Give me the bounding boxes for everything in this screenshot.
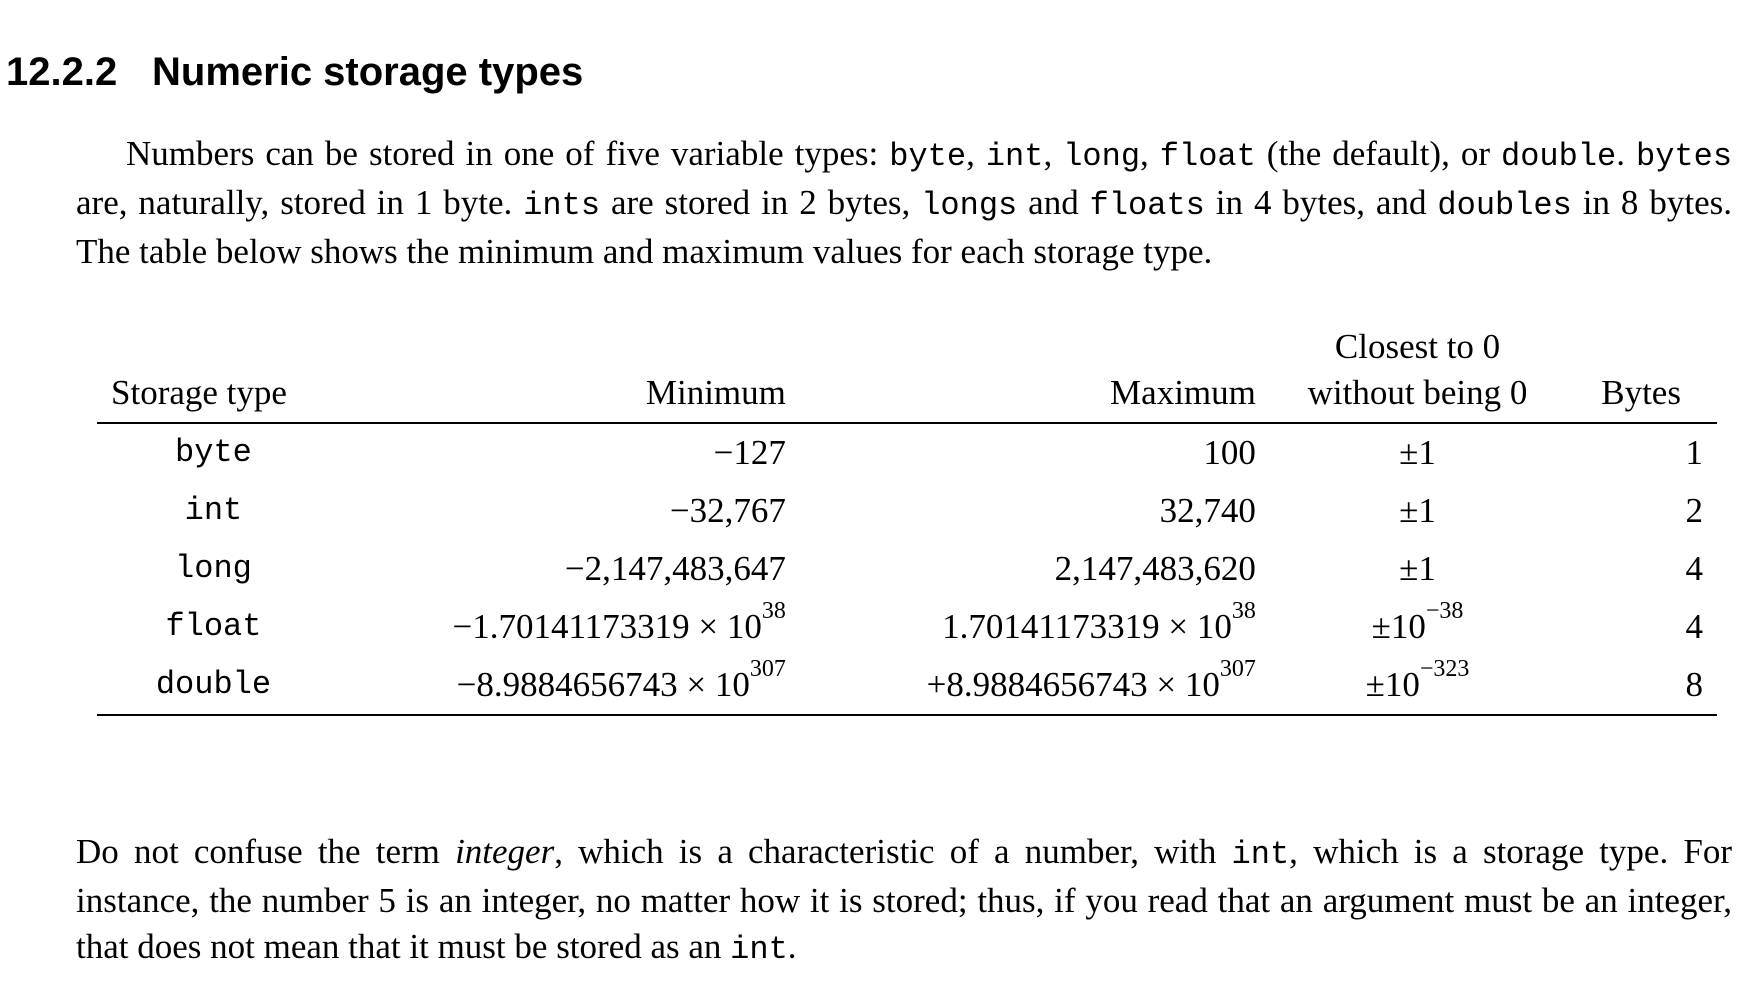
emphasis-integer: integer: [455, 832, 555, 871]
cell-type: int: [184, 492, 243, 529]
table-row: byte −127 100 ±1 1: [97, 423, 1717, 482]
table-header-row: Storage type Minimum Maximum Closest to …: [97, 324, 1717, 423]
cell-type: double: [155, 666, 272, 703]
header-closest-to-zero: Closest to 0 without being 0: [1270, 324, 1565, 423]
storage-types-table-wrap: Storage type Minimum Maximum Closest to …: [97, 324, 1717, 716]
value: 100: [1203, 433, 1256, 472]
code-doubles: doubles: [1437, 187, 1572, 224]
cell-bytes: 1: [1685, 433, 1704, 472]
cell-closest: ±1: [1270, 482, 1565, 540]
text-run: , which is a characteristic of a number,…: [554, 832, 1232, 871]
value: 2,147,483,620: [1054, 549, 1256, 588]
header-closest-line2: without being 0: [1307, 373, 1528, 412]
text-run: .: [1616, 134, 1636, 173]
header-maximum: Maximum: [1110, 373, 1256, 412]
integer-note-paragraph: Do not confuse the term integer, which i…: [76, 829, 1732, 973]
text-run: ,: [966, 134, 986, 173]
value: −8.9884656743 × 10: [456, 665, 750, 704]
exponent: 307: [1219, 656, 1256, 682]
cell-maximum: 100: [800, 423, 1270, 482]
value: ±10: [1371, 607, 1426, 646]
code-int: int: [985, 138, 1044, 175]
header-storage-type: Storage type: [111, 373, 287, 412]
text-run: are stored in 2 bytes,: [600, 183, 922, 222]
code-longs: longs: [921, 187, 1018, 224]
cell-closest: ±10−323: [1270, 656, 1565, 715]
code-int: int: [1231, 836, 1290, 873]
value: +8.9884656743 × 10: [926, 665, 1220, 704]
code-double: double: [1501, 138, 1617, 175]
value: −2,147,483,647: [564, 549, 786, 588]
value: ±1: [1399, 433, 1436, 472]
cell-maximum: 32,740: [800, 482, 1270, 540]
cell-maximum: 1.70141173319 × 1038: [800, 598, 1270, 656]
code-int: int: [730, 931, 788, 968]
cell-closest: ±10−38: [1270, 598, 1565, 656]
text-run: in 4 bytes, and: [1204, 183, 1438, 222]
cell-minimum: −32,767: [330, 482, 800, 540]
exponent: 307: [749, 656, 786, 682]
cell-maximum: 2,147,483,620: [800, 540, 1270, 598]
header-bytes: Bytes: [1601, 373, 1681, 412]
text-run: Numbers can be stored in one of five var…: [126, 134, 890, 173]
code-ints: ints: [523, 187, 601, 224]
table-row: double −8.9884656743 × 10307 +8.98846567…: [97, 656, 1717, 715]
text-run: ,: [1140, 134, 1160, 173]
value: 1.70141173319 × 10: [942, 607, 1232, 646]
text-run: .: [787, 927, 797, 966]
cell-bytes: 2: [1685, 491, 1704, 530]
value: ±10: [1365, 665, 1420, 704]
cell-minimum: −2,147,483,647: [330, 540, 800, 598]
cell-closest: ±1: [1270, 423, 1565, 482]
value: −1.70141173319 × 10: [452, 607, 762, 646]
cell-type: float: [165, 608, 262, 645]
text-run: are, naturally, stored in 1 byte.: [76, 183, 524, 222]
storage-types-table: Storage type Minimum Maximum Closest to …: [97, 324, 1717, 716]
cell-minimum: −8.9884656743 × 10307: [330, 656, 800, 715]
table-row: long −2,147,483,647 2,147,483,620 ±1 4: [97, 540, 1717, 598]
cell-type: byte: [175, 434, 252, 471]
exponent: 38: [1231, 598, 1256, 624]
cell-minimum: −1.70141173319 × 1038: [330, 598, 800, 656]
cell-bytes: 4: [1685, 549, 1704, 588]
cell-type: long: [175, 550, 252, 587]
exponent: −323: [1419, 656, 1470, 682]
code-bytes: bytes: [1636, 138, 1733, 175]
code-float: float: [1159, 138, 1256, 175]
cell-bytes: 8: [1685, 665, 1704, 704]
text-run: in 8 bytes. The table below shows the mi…: [76, 183, 1732, 271]
table-row: int −32,767 32,740 ±1 2: [97, 482, 1717, 540]
code-floats: floats: [1089, 187, 1205, 224]
text-run: ,: [1043, 134, 1064, 173]
text-run: Do not confuse the term: [76, 832, 456, 871]
cell-minimum: −127: [330, 423, 800, 482]
exponent: 38: [761, 598, 786, 624]
value: 32,740: [1159, 491, 1256, 530]
text-run: (the default), or: [1255, 134, 1502, 173]
value: ±1: [1399, 491, 1436, 530]
intro-paragraph: Numbers can be stored in one of five var…: [76, 131, 1732, 275]
header-closest-line1: Closest to 0: [1334, 327, 1501, 366]
cell-closest: ±1: [1270, 540, 1565, 598]
text-run: , which is a storage type. For instance,…: [76, 832, 1732, 966]
code-byte: byte: [889, 138, 967, 175]
exponent: −38: [1425, 598, 1464, 624]
value: −32,767: [669, 491, 786, 530]
cell-maximum: +8.9884656743 × 10307: [800, 656, 1270, 715]
table-row: float −1.70141173319 × 1038 1.7014117331…: [97, 598, 1717, 656]
text-run: and: [1017, 183, 1090, 222]
section-number: 12.2.2: [6, 50, 118, 95]
section-heading: 12.2.2 Numeric storage types: [6, 47, 583, 97]
value: −127: [713, 433, 786, 472]
cell-bytes: 4: [1685, 607, 1704, 646]
value: ±1: [1399, 549, 1436, 588]
code-long: long: [1063, 138, 1141, 175]
header-minimum: Minimum: [645, 373, 786, 412]
section-title: Numeric storage types: [152, 50, 584, 95]
